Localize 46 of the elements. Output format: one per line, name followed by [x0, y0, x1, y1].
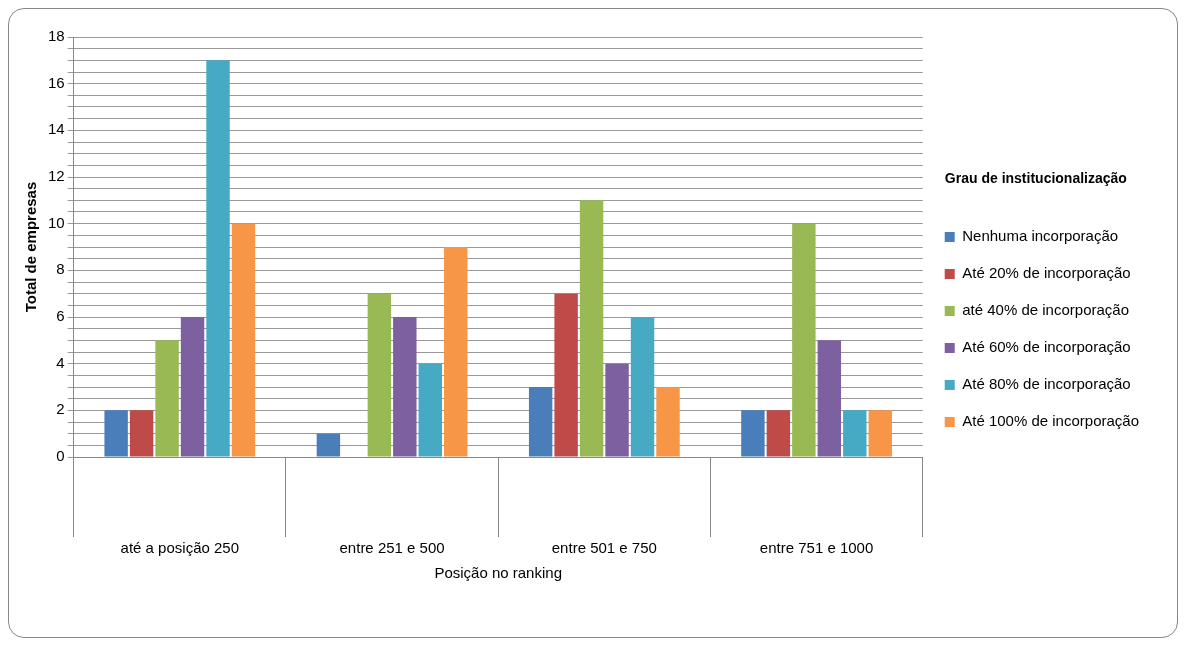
bar	[792, 223, 816, 457]
x-axis-title: Posição no ranking	[434, 564, 562, 582]
y-tick-label: 18	[48, 27, 65, 45]
bar	[206, 60, 230, 457]
y-tick-label: 8	[56, 260, 65, 278]
bar	[231, 223, 256, 457]
legend-label: até 40% de incorporação	[962, 301, 1129, 319]
y-tick-label: 12	[48, 167, 65, 185]
legend-label: Nenhuma incorporação	[962, 227, 1119, 245]
x-tick-label: entre 251 e 500	[339, 539, 445, 557]
y-axis-title: Total de empresas	[22, 181, 40, 313]
bar	[367, 293, 392, 457]
bar	[843, 410, 867, 457]
bar	[393, 317, 417, 457]
x-tick-label: até a posição 250	[120, 539, 240, 557]
y-tick-label: 2	[56, 400, 65, 418]
y-tick-label: 14	[48, 120, 65, 138]
y-tick-label: 16	[48, 73, 65, 91]
bar	[528, 387, 553, 457]
legend-label: Até 20% de incorporação	[962, 264, 1131, 282]
bar	[180, 317, 205, 457]
bar	[766, 410, 791, 457]
bar	[418, 363, 442, 457]
bar	[554, 293, 578, 457]
bar	[579, 200, 604, 457]
bar	[817, 340, 842, 457]
bar	[129, 410, 154, 457]
bar	[316, 433, 341, 457]
legend-label: Até 100% de incorporação	[962, 412, 1140, 430]
y-tick-label: 10	[48, 213, 65, 231]
bar	[444, 247, 468, 457]
y-tick-label: 6	[56, 307, 65, 325]
bar	[741, 410, 765, 457]
x-tick-label: entre 751 e 1000	[759, 539, 874, 557]
legend-title: Grau de institucionalização	[944, 170, 1127, 187]
legend-label: Até 60% de incorporação	[962, 338, 1131, 356]
legend-label: Até 80% de incorporação	[962, 375, 1131, 393]
y-tick-label: 0	[56, 447, 65, 465]
bar	[155, 340, 179, 457]
x-tick-label: entre 501 e 750	[551, 539, 657, 557]
bar	[630, 317, 655, 457]
bar	[868, 410, 892, 457]
bar	[605, 363, 629, 457]
bar	[656, 387, 680, 457]
bar	[104, 410, 128, 457]
y-tick-label: 4	[56, 353, 65, 371]
